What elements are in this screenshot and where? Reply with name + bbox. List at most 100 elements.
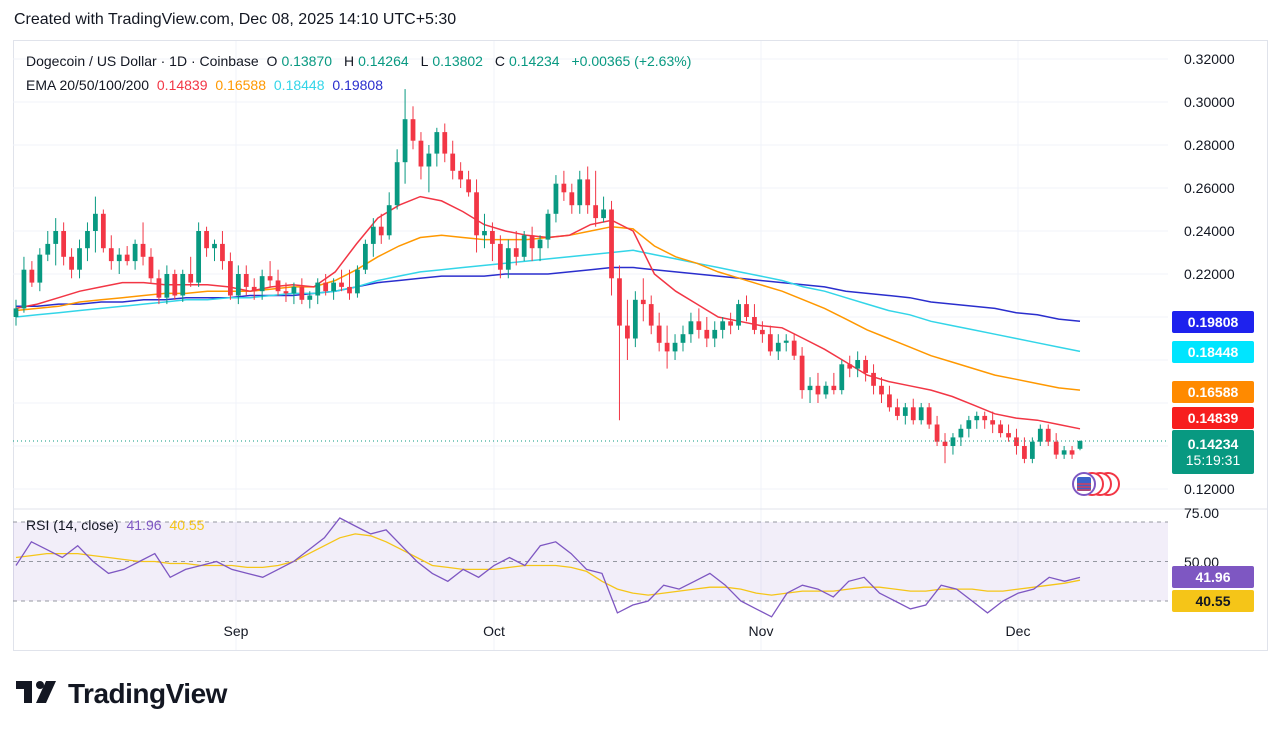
candle-body bbox=[609, 209, 614, 279]
candle-body bbox=[950, 437, 956, 446]
candle-body bbox=[783, 340, 789, 343]
candle-body bbox=[21, 269, 27, 309]
candle-body bbox=[85, 231, 90, 249]
candle-body bbox=[410, 119, 416, 141]
candle-body bbox=[879, 385, 884, 395]
candle-body bbox=[775, 342, 781, 352]
candle-body bbox=[497, 243, 503, 270]
close-value: 0.14234 bbox=[508, 53, 560, 69]
candle-body bbox=[760, 329, 765, 335]
candle-body bbox=[839, 364, 845, 391]
tradingview-logo[interactable]: TradingView bbox=[16, 678, 227, 710]
candle-body bbox=[108, 248, 114, 262]
candle-body bbox=[593, 205, 599, 219]
candle-body bbox=[347, 286, 352, 294]
candle-body bbox=[315, 282, 321, 296]
time-label-dec: Dec bbox=[1005, 623, 1031, 639]
candle-body bbox=[148, 256, 154, 279]
price-tick: 0.24000 bbox=[1184, 223, 1235, 239]
price-tick: 0.22000 bbox=[1184, 266, 1235, 282]
symbol-legend: Dogecoin / US Dollar · 1D · Coinbase O 0.… bbox=[26, 53, 692, 69]
candle-body bbox=[426, 153, 432, 167]
open-value: 0.13870 bbox=[281, 53, 333, 69]
candle-body bbox=[720, 321, 726, 330]
candle-body bbox=[450, 153, 456, 171]
candle-body bbox=[394, 162, 400, 206]
candle-body bbox=[799, 355, 805, 391]
candle-body bbox=[910, 407, 916, 421]
candle-body bbox=[386, 205, 392, 236]
candle-body bbox=[553, 183, 559, 214]
candle-body bbox=[982, 415, 988, 421]
low-value: 0.13802 bbox=[432, 53, 483, 69]
candle-body bbox=[235, 274, 241, 296]
candle-body bbox=[815, 385, 821, 395]
candle-body bbox=[259, 276, 265, 292]
candle-body bbox=[204, 231, 209, 249]
candle-body bbox=[490, 231, 495, 244]
ema20-price-tag: 0.14839 bbox=[1172, 407, 1254, 429]
candle-body bbox=[728, 321, 734, 326]
candle-body bbox=[442, 132, 448, 154]
candle-body bbox=[744, 304, 749, 317]
candle-body bbox=[291, 286, 297, 294]
candle-body bbox=[902, 407, 908, 416]
candle-body bbox=[617, 278, 622, 326]
last-price-tag: 0.14234 15:19:31 bbox=[1172, 430, 1254, 474]
candle-body bbox=[672, 342, 678, 352]
symbol-title[interactable]: Dogecoin / US Dollar · 1D · Coinbase bbox=[26, 53, 259, 69]
last-price: 0.14234 bbox=[1187, 436, 1239, 452]
ema100-line bbox=[15, 249, 1081, 353]
candle-body bbox=[1069, 450, 1075, 455]
candle-body bbox=[855, 360, 861, 369]
candle-body bbox=[164, 274, 170, 298]
ema200-value: 0.19808 bbox=[332, 77, 383, 93]
time-label-nov: Nov bbox=[748, 623, 774, 639]
candle-body bbox=[513, 248, 519, 257]
candle-body bbox=[482, 231, 487, 236]
candle-body bbox=[299, 286, 305, 300]
rsi-legend-value: 41.96 bbox=[126, 517, 162, 533]
rsi-ma-legend-value: 40.55 bbox=[169, 517, 205, 533]
ema200-line bbox=[16, 266, 1081, 323]
candle-body bbox=[45, 243, 51, 255]
candle-body bbox=[1029, 441, 1035, 459]
candle-body bbox=[1045, 428, 1051, 442]
candle-body bbox=[37, 254, 43, 283]
candle-body bbox=[894, 407, 900, 416]
candle-body bbox=[156, 278, 162, 298]
candle-body bbox=[505, 248, 511, 270]
candle-body bbox=[283, 291, 289, 294]
candle-body bbox=[188, 274, 194, 283]
rsi-ma-line bbox=[15, 533, 1081, 596]
candle-body bbox=[243, 274, 249, 287]
ema-label[interactable]: EMA 20/50/100/200 bbox=[26, 77, 149, 93]
candle-body bbox=[220, 243, 225, 262]
ema50-price-tag: 0.16588 bbox=[1172, 381, 1254, 403]
candle-body bbox=[307, 295, 313, 300]
candle-body bbox=[926, 407, 932, 425]
candle-body bbox=[585, 179, 591, 206]
candle-body bbox=[831, 385, 837, 391]
price-tick: 0.28000 bbox=[1184, 137, 1235, 153]
time-label-sep: Sep bbox=[223, 623, 249, 639]
candle-body bbox=[251, 286, 257, 292]
ema20-value: 0.14839 bbox=[156, 77, 208, 93]
candle-body bbox=[1037, 428, 1043, 442]
rsi-value-tag: 41.96 bbox=[1172, 566, 1254, 588]
candle-body bbox=[140, 243, 146, 257]
candle-body bbox=[212, 243, 217, 249]
candle-body bbox=[53, 231, 59, 244]
candle-body bbox=[767, 334, 773, 352]
candle-body bbox=[466, 179, 471, 193]
candle-body bbox=[704, 329, 710, 339]
rsi-label[interactable]: RSI (14, close) bbox=[26, 517, 119, 533]
candle-body bbox=[601, 209, 606, 219]
candle-body bbox=[172, 274, 178, 296]
rsi-ma-value-tag: 40.55 bbox=[1172, 590, 1254, 612]
candle-body bbox=[958, 428, 964, 438]
candle-body bbox=[934, 424, 940, 442]
candle-body bbox=[323, 282, 329, 292]
candle-body bbox=[847, 364, 853, 369]
